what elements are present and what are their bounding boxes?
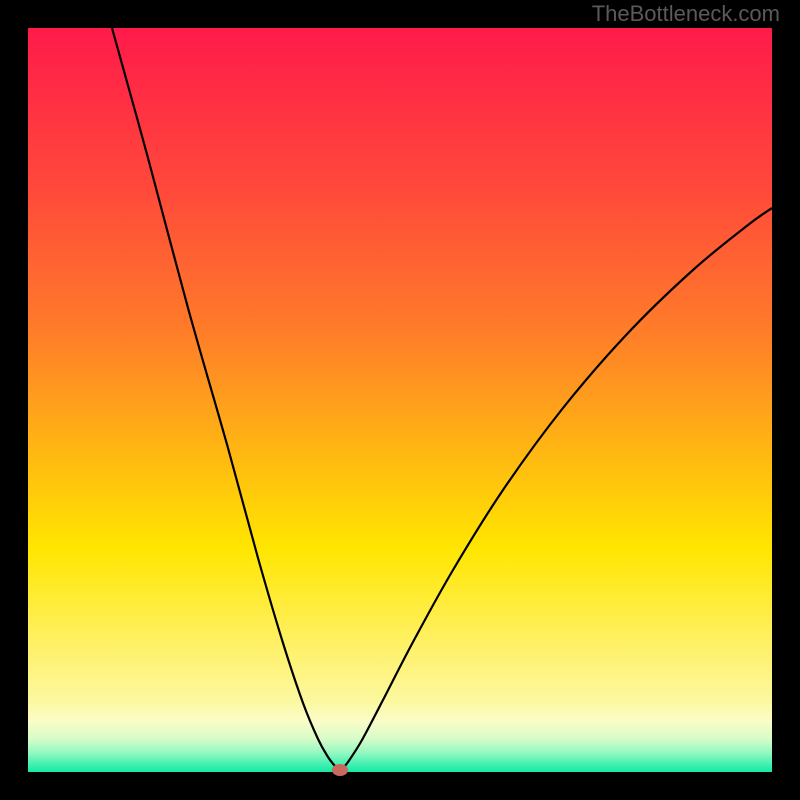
- minimum-marker: [332, 764, 348, 776]
- curve-svg: [28, 28, 772, 772]
- curve-left-branch: [112, 28, 340, 770]
- curve-right-branch: [340, 208, 772, 770]
- watermark-text: TheBottleneck.com: [592, 1, 780, 27]
- plot-area: [28, 28, 772, 772]
- chart-container: TheBottleneck.com: [0, 0, 800, 800]
